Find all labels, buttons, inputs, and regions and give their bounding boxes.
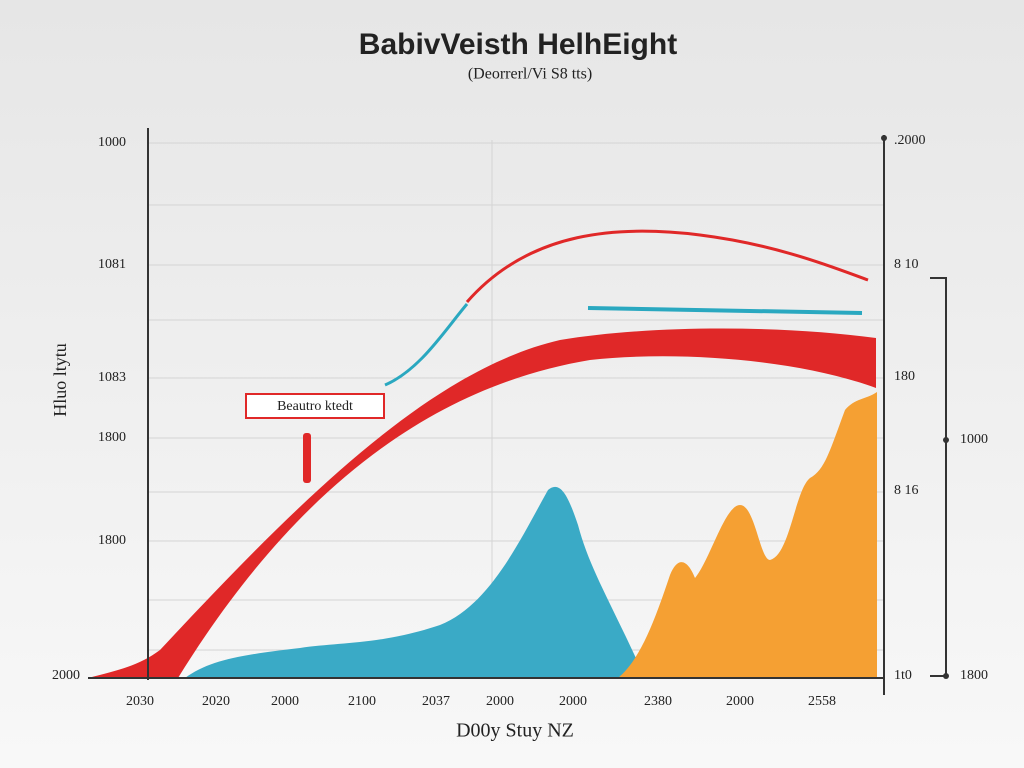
red-curve: [465, 229, 869, 303]
outer-tick-label: 1800: [960, 668, 988, 683]
y-tick-label: 1000: [98, 135, 126, 150]
x-tick-label: 2000: [726, 694, 754, 709]
x-tick-label: 2037: [422, 694, 450, 709]
chart-title: BabivVeisth HelhEight: [359, 28, 677, 61]
axis-dot: [881, 135, 887, 141]
y-tick-label: 1800: [98, 430, 126, 445]
y-tick-label: 1083: [98, 370, 126, 385]
annotation: Beautro ktedt: [277, 399, 353, 414]
x-tick-label: 2030: [126, 694, 154, 709]
teal-curve: [384, 303, 469, 387]
y-tick-label: 1081: [98, 257, 126, 272]
teal-arrow: [587, 306, 863, 315]
y2-tick-label: 180: [894, 369, 915, 384]
red-band: [88, 328, 876, 678]
x-tick-label: 2000: [486, 694, 514, 709]
axis-dot: [943, 673, 949, 679]
y-tick-label: 2000: [52, 668, 80, 683]
x-tick-label: 2000: [271, 694, 299, 709]
y2-tick-label: 8 10: [894, 257, 919, 272]
y2-tick-label: .2000: [894, 133, 926, 148]
x-tick-label: 2380: [644, 694, 672, 709]
x-tick-label: 2000: [559, 694, 587, 709]
red-marker: [303, 433, 311, 483]
y-tick-label: 1800: [98, 533, 126, 548]
chart-subtitle: (Deorrerl/Vi S8 tts): [468, 66, 592, 83]
teal-area: [185, 486, 645, 678]
axis-dot: [943, 437, 949, 443]
outer-tick-label: 1000: [960, 432, 988, 447]
y2-tick-label: 8 16: [894, 483, 919, 498]
x-tick-label: 2558: [808, 694, 836, 709]
outer-bracket: [930, 277, 947, 677]
orange-area: [618, 392, 877, 678]
annotation-box: [245, 393, 385, 419]
y-axis-label: Hluo ltytu: [50, 343, 70, 417]
x-tick-label: 2100: [348, 694, 376, 709]
y2-tick-label: 1t0: [894, 668, 912, 683]
x-axis-label: D00y Stuy NZ: [456, 720, 574, 742]
x-tick-label: 2020: [202, 694, 230, 709]
